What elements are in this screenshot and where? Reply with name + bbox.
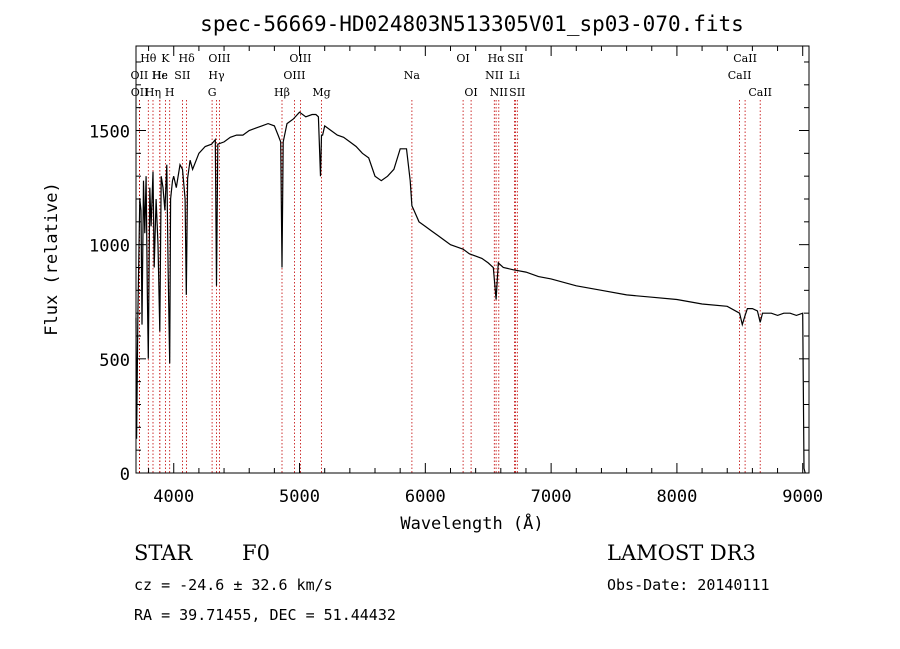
marker-label-26: CaII	[733, 52, 757, 65]
y-axis-label: Flux (relative)	[42, 182, 62, 336]
marker-label-24: Li	[509, 69, 520, 82]
marker-label-18: OI	[456, 52, 469, 65]
marker-label-22: NII	[490, 86, 508, 99]
marker-label-14: OIII	[289, 52, 311, 65]
redshift-text: cz = -24.6 ± 32.6 km/s	[134, 576, 333, 594]
y-tick-label: 500	[99, 351, 130, 371]
marker-label-2: OII	[131, 86, 149, 99]
marker-label-28: CaII	[748, 86, 772, 99]
spectrum-line-flux	[135, 111, 806, 474]
y-tick-label: 1000	[89, 237, 130, 257]
marker-label-17: Na	[404, 69, 421, 82]
y-tick-label: 0	[120, 465, 130, 485]
marker-label-7: H	[165, 86, 175, 99]
object-subclass: F0	[242, 541, 270, 565]
coordinates-text: RA = 39.71455, DEC = 51.44432	[134, 606, 396, 624]
marker-label-1: OII	[131, 69, 149, 82]
x-tick-label: 5000	[279, 487, 320, 507]
marker-label-0: Hθ	[140, 52, 157, 65]
marker-label-23: SII	[507, 52, 523, 65]
survey-name: LAMOST DR3	[607, 541, 756, 565]
plot-frame	[135, 45, 810, 474]
marker-label-4: He	[152, 69, 168, 82]
marker-label-16: Mg	[312, 86, 330, 99]
marker-label-25: SII	[509, 86, 525, 99]
y-axis: 0 500 1000 1500	[89, 61, 809, 485]
marker-label-13: Hβ	[274, 86, 290, 99]
marker-label-6: K	[161, 52, 170, 65]
x-tick-label: 6000	[405, 487, 446, 507]
marker-label-9: Hδ	[178, 52, 195, 65]
marker-label-21: NII	[485, 69, 503, 82]
obs-date-text: Obs-Date: 20140111	[607, 576, 770, 594]
x-tick-label: 8000	[656, 487, 697, 507]
x-tick-label: 4000	[153, 487, 194, 507]
marker-label-20: Hα	[488, 52, 506, 65]
y-tick-label: 1500	[89, 122, 130, 142]
marker-label-27: CaII	[728, 69, 752, 82]
marker-label-10: OIII	[208, 52, 230, 65]
object-class: STAR	[134, 541, 193, 565]
x-tick-label: 9000	[782, 487, 823, 507]
marker-label-19: OI	[464, 86, 477, 99]
marker-label-15: OIII	[283, 69, 305, 82]
x-axis: 4000 5000 6000 7000 8000 9000	[148, 46, 823, 507]
marker-label-5: Hη	[145, 86, 161, 99]
marker-label-3: Hε	[152, 69, 168, 82]
marker-label-8: SII	[174, 69, 190, 82]
chart-title: spec-56669-HD024803N513305V01_sp03-070.f…	[200, 12, 744, 36]
x-axis-label: Wavelength (Å)	[400, 512, 543, 534]
spectrum-series	[135, 111, 806, 474]
marker-label-12: G	[208, 86, 217, 99]
marker-label-11: Hγ	[208, 69, 225, 82]
x-tick-label: 7000	[531, 487, 572, 507]
